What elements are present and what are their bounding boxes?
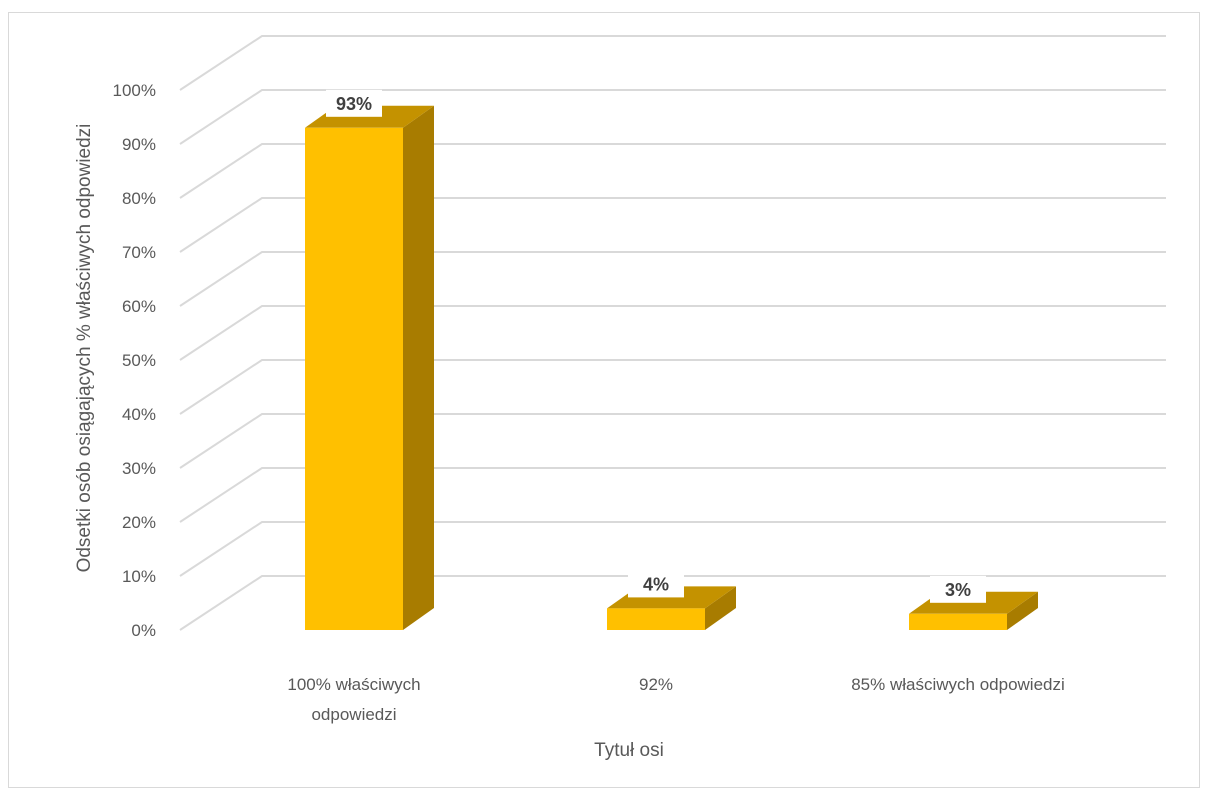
y-tick-label: 20% [122, 513, 156, 532]
bar-side [1007, 591, 1038, 630]
gridline [179, 197, 1166, 253]
chart-frame [8, 12, 1200, 788]
gridline [179, 305, 1166, 361]
gridline [179, 35, 1166, 91]
bar [305, 105, 434, 631]
bars [305, 105, 1038, 631]
data-label: 93% [336, 94, 372, 114]
gridline [179, 413, 1166, 469]
x-category-label: 85% właściwych odpowiedzi [851, 675, 1065, 694]
data-labels: 93% 4% 3% [326, 89, 986, 603]
bar-front [305, 127, 403, 631]
data-label-background [326, 89, 382, 117]
y-axis-ticks: 0% 10% 20% 30% 40% 50% 60% 70% 80% 90% 100% [113, 81, 156, 640]
y-tick-label: 40% [122, 405, 156, 424]
y-tick-label: 10% [122, 567, 156, 586]
gridline [179, 521, 1166, 577]
y-tick-label: 0% [131, 621, 156, 640]
x-category-label: 100% właściwych odpowiedzi [287, 675, 420, 724]
data-label: 4% [643, 574, 669, 594]
data-label: 3% [945, 580, 971, 600]
x-axis-title: Tytuł osi [594, 740, 664, 761]
gridline [179, 359, 1166, 415]
gridline [179, 143, 1166, 199]
y-tick-label: 100% [113, 81, 156, 100]
bar-front [909, 613, 1007, 630]
y-tick-label: 90% [122, 135, 156, 154]
data-label-background [628, 570, 684, 598]
gridlines [179, 35, 1166, 631]
y-tick-label: 70% [122, 243, 156, 262]
y-tick-label: 80% [122, 189, 156, 208]
bar-front [607, 608, 705, 630]
x-category-label: 92% [639, 675, 673, 694]
gridline [179, 575, 1166, 631]
gridline [179, 251, 1166, 307]
y-tick-label: 50% [122, 351, 156, 370]
x-axis-categories: 100% właściwych odpowiedzi 92% 85% właściwy… [287, 675, 1064, 724]
y-tick-label: 60% [122, 297, 156, 316]
y-tick-label: 30% [122, 459, 156, 478]
y-axis-title: Odsetki osób osiągających % właściwych o… [74, 124, 95, 573]
bar-side [705, 586, 736, 630]
gridline [179, 89, 1166, 145]
gridline [179, 467, 1166, 523]
data-label-background [930, 575, 986, 603]
bar-side [403, 105, 434, 631]
